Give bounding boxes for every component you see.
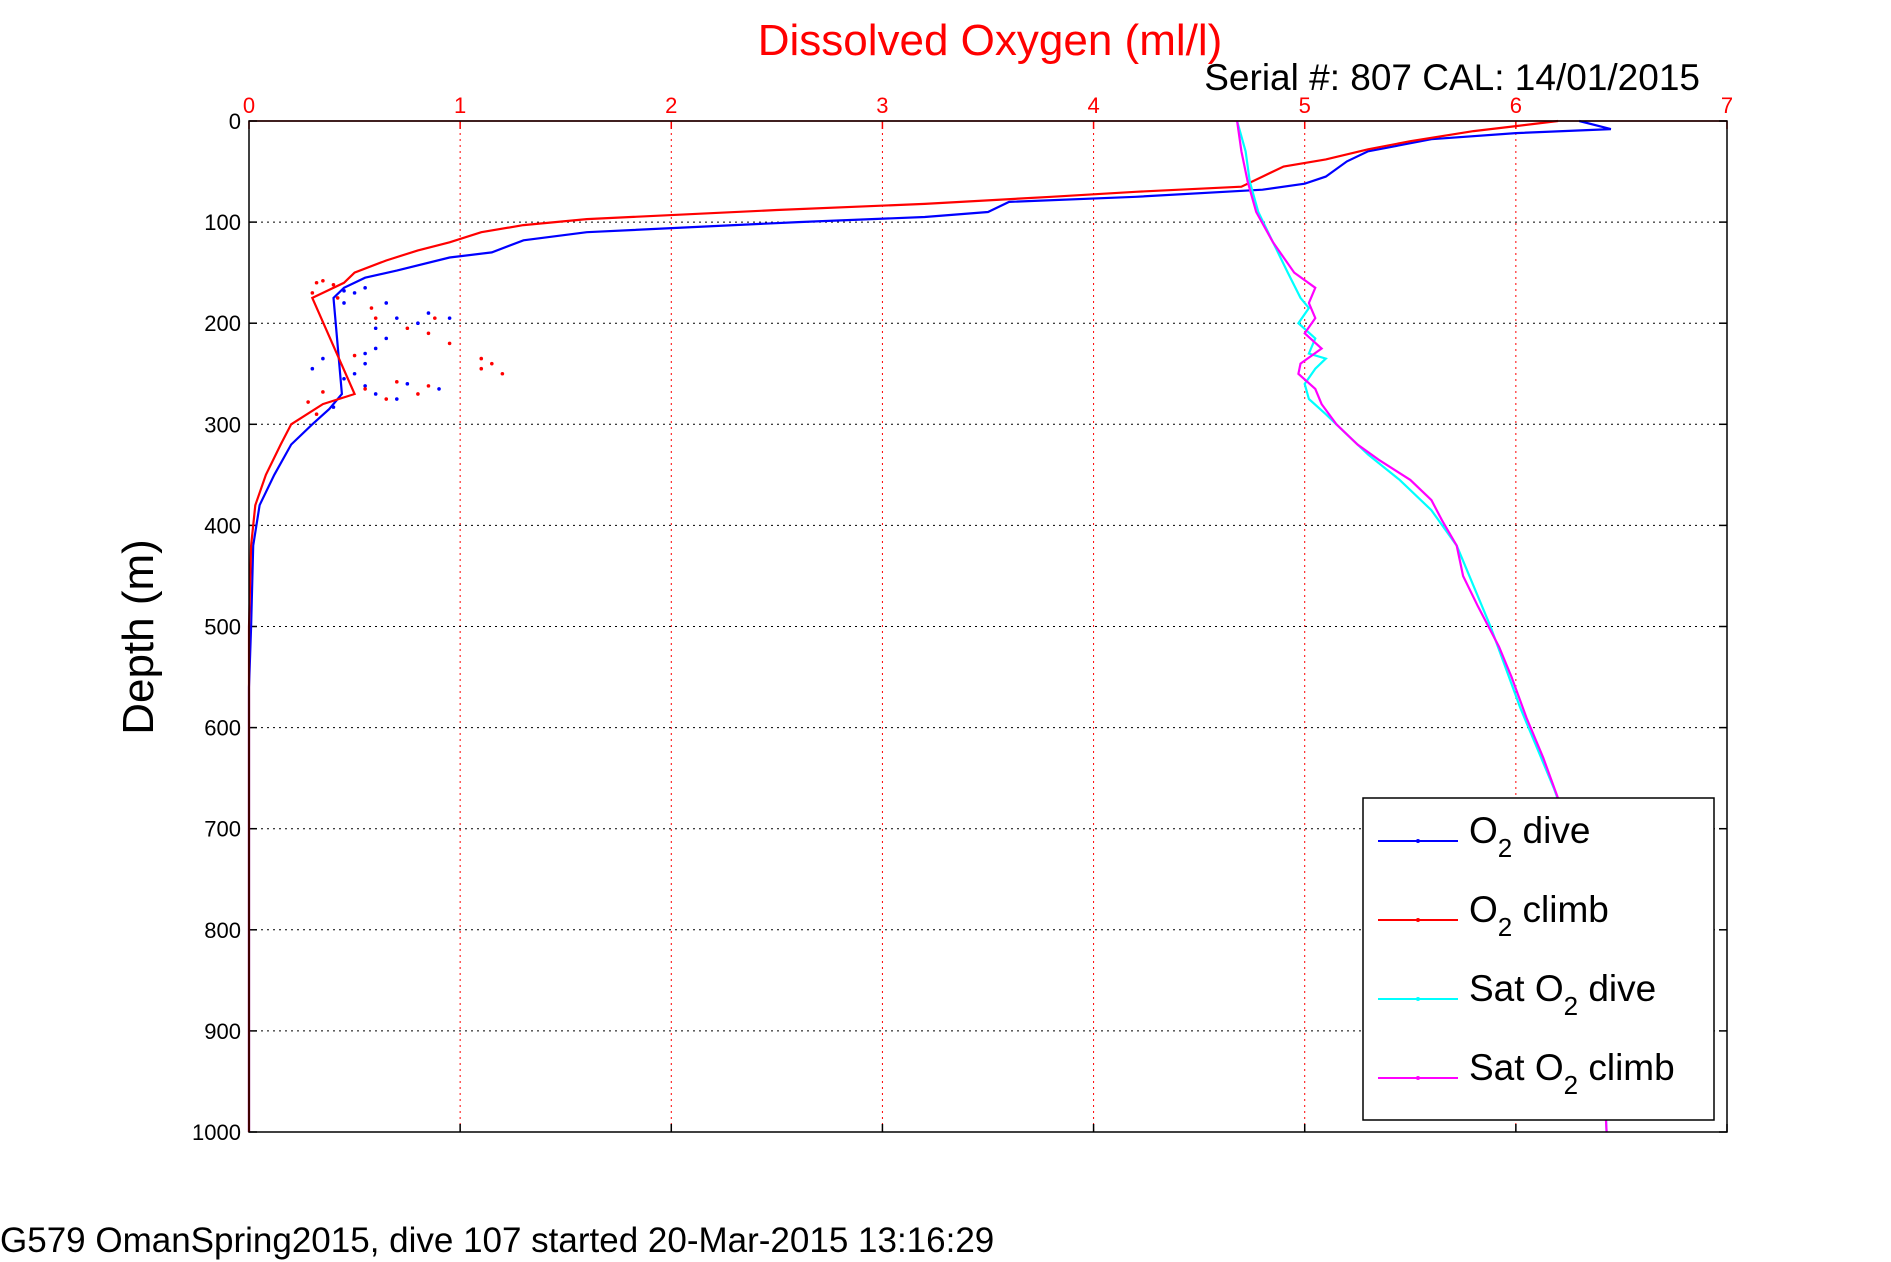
o2-climb-point [352,353,357,358]
y-tick-label: 200 [204,311,241,336]
o2-dive-point [405,382,410,386]
o2-dive-point [395,397,399,401]
y-tick-label: 1000 [192,1120,241,1145]
x-tick-label: 4 [1087,93,1099,118]
o2-dive-point [363,351,367,356]
x-tick-label: 2 [665,93,677,118]
y-tick-label: 600 [204,716,241,741]
o2-dive-point [310,366,315,371]
o2-climb-point [479,366,484,371]
series-line-1 [247,119,1559,1132]
o2-dive-point [447,316,452,320]
o2-climb-point [321,390,325,394]
y-tick-label: 700 [204,817,241,842]
o2-climb-point [384,397,389,401]
plot-frame [248,120,1728,1133]
legend-marker [1416,997,1420,1001]
x-tick-label: 3 [876,93,888,118]
x-tick-label: 0 [243,93,255,118]
o2-climb-point [310,291,315,295]
o2-climb-point [500,371,505,376]
o2-dive-point [321,356,325,361]
y-tick-label: 500 [204,615,241,640]
legend-entry: O2 climb [1469,889,1609,942]
o2-climb-point [363,387,367,391]
o2-dive-point [373,326,378,331]
o2-climb-point [426,331,431,336]
o2-dive-point [384,301,389,305]
x-tick-labels: 0 1 2 3 4 5 6 7 [243,93,1733,118]
legend-box [1362,797,1715,1121]
legend-marker [1416,1076,1420,1080]
o2-climb-point [321,278,325,283]
o2-climb-point [331,282,336,287]
o2-dive-point [363,286,367,290]
y-axis-label: Depth (m) [114,539,163,735]
serial-cal-label: Serial #: 807 CAL: 14/01/2015 [1204,57,1700,98]
o2-dive-point [331,405,336,409]
o2-climb-point [369,306,374,310]
o2-dive-point [395,316,399,320]
o2-climb-point [405,326,410,331]
y-tick-label: 900 [204,1019,241,1044]
o2-dive-point [363,361,367,366]
o2-dive-point [342,377,346,381]
o2-dive-point [384,336,389,341]
y-tick-labels: 0 100 200 300 400 500 600 700 800 900 1000 [192,109,241,1145]
chart-title: Dissolved Oxygen (ml/l) [758,16,1223,65]
o2-climb-point [433,316,437,320]
o2-climb-point [335,296,340,300]
o2-climb-point [490,361,494,366]
o2-dive-point [373,346,378,351]
x-tick-label: 5 [1299,93,1311,118]
o2-climb-point [447,341,452,346]
o2-climb-point [306,400,310,404]
legend-marker [1416,918,1420,922]
y-tick-label: 300 [204,412,241,437]
legend-entry: Sat O2 climb [1469,1047,1675,1100]
y-tick-label: 100 [204,210,241,235]
o2-climb-point [314,412,319,416]
o2-dive-point [352,291,357,295]
o2-climb-point [479,356,484,361]
o2-climb-point [395,380,399,384]
o2-dive-point [342,301,346,305]
y-tick-label: 0 [229,109,241,134]
o2-climb-point [314,280,319,285]
legend-marker [1416,839,1420,843]
dive-info-footer: G579 OmanSpring2015, dive 107 started 20… [0,1221,994,1260]
o2-dive-point [342,289,346,293]
o2-dive-point [363,384,367,388]
o2-dive-point [352,371,357,376]
series-line-0 [247,119,1612,1132]
o2-dive-point [416,321,420,326]
o2-dive-point [373,392,378,396]
x-tick-label: 6 [1510,93,1522,118]
o2-climb-point [416,392,420,396]
y-tick-label: 800 [204,918,241,943]
legend-entry: O2 dive [1469,810,1590,863]
x-tick-label: 1 [454,93,466,118]
o2-dive-point [437,387,441,391]
y-tick-label: 400 [204,513,241,538]
o2-climb-point [426,384,431,388]
x-tick-label: 7 [1721,93,1733,118]
o2-dive-point [426,311,431,315]
o2-climb-point [373,316,378,320]
legend-entry: Sat O2 dive [1469,968,1656,1021]
legend: O2 dive O2 climb Sat O2 dive Sat O2 climb [1362,797,1715,1121]
